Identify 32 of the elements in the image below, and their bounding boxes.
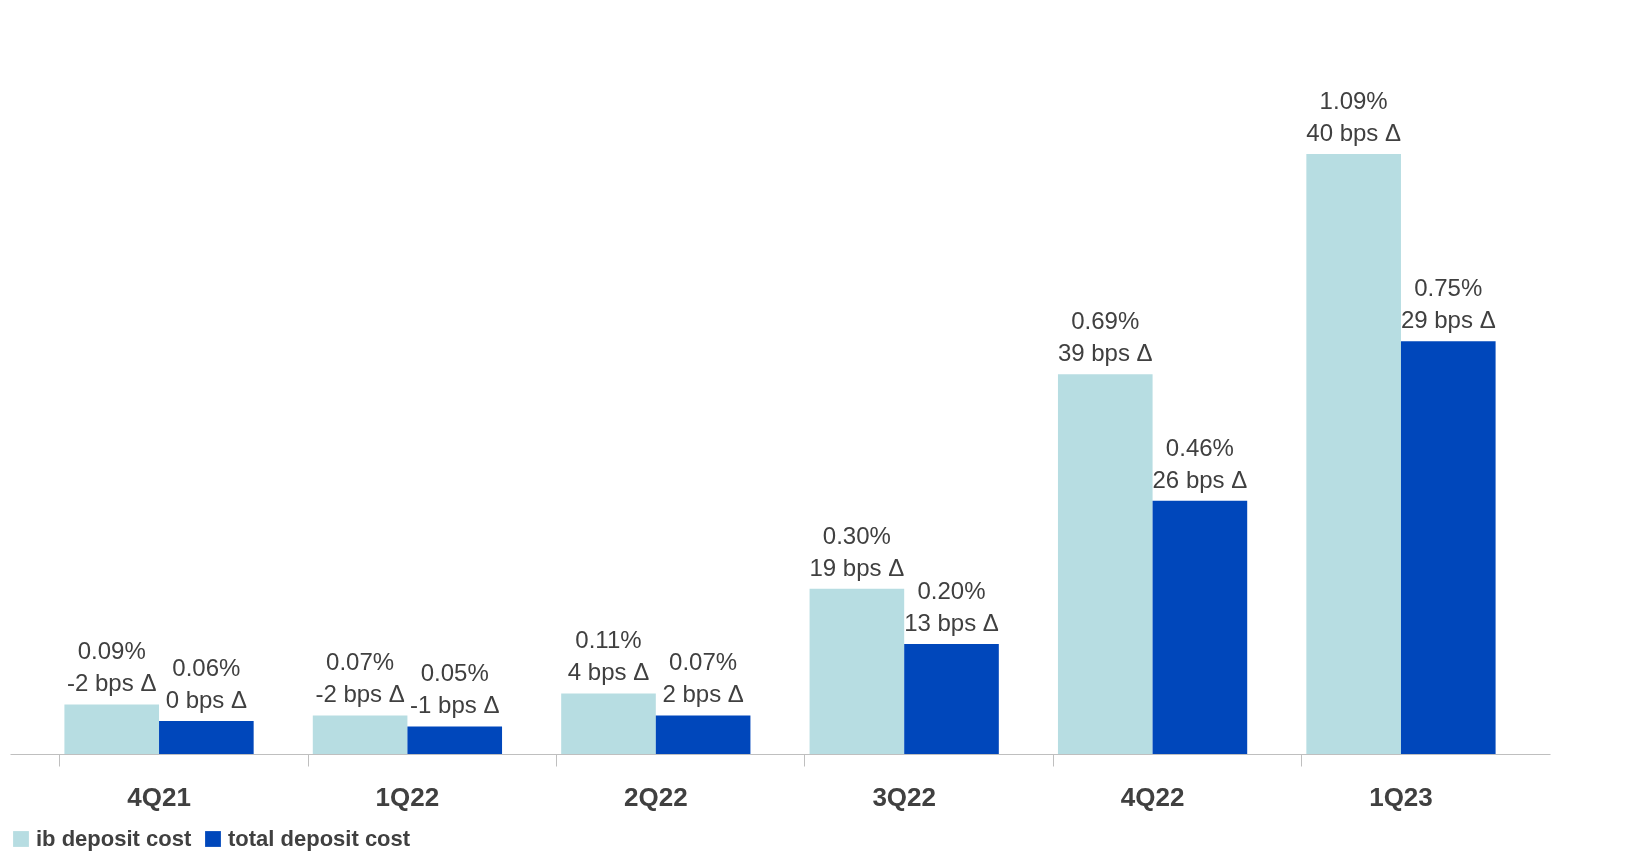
data-label: 1.09% 40 bps Δ xyxy=(1306,87,1402,146)
data-label: 0.07% 2 bps Δ xyxy=(662,648,744,708)
legend-label: total deposit cost xyxy=(228,826,411,851)
data-label: 0.05% -1 bps Δ xyxy=(410,659,500,719)
bar xyxy=(312,715,408,754)
bar xyxy=(1306,154,1401,754)
bar xyxy=(561,693,656,754)
bar xyxy=(1152,500,1248,754)
bar xyxy=(1400,341,1496,754)
bar xyxy=(655,715,751,754)
bar xyxy=(1057,374,1153,754)
data-label: 0.07% -2 bps Δ xyxy=(315,648,405,708)
legend-label: ib deposit cost xyxy=(36,826,192,851)
x-tick-label: 2Q22 xyxy=(624,781,688,812)
data-label: 0.30% 19 bps Δ xyxy=(809,521,905,581)
bar xyxy=(159,720,254,754)
x-tick-label: 3Q22 xyxy=(872,781,936,812)
data-label: 0.46% 26 bps Δ xyxy=(1152,433,1248,493)
x-tick-label: 1Q23 xyxy=(1369,781,1433,812)
bar xyxy=(809,588,905,754)
bar xyxy=(64,704,160,754)
x-tick-label: 1Q22 xyxy=(375,781,440,812)
data-label: 0.06% 0 bps Δ xyxy=(165,653,248,713)
bar xyxy=(407,726,503,754)
bar xyxy=(904,643,999,754)
data-label: 0.09% -2 bps Δ xyxy=(67,637,157,697)
data-label: 0.20% 13 bps Δ xyxy=(904,576,999,636)
x-tick-label: 4Q21 xyxy=(127,781,191,812)
data-label: 0.69% 39 bps Δ xyxy=(1057,307,1153,367)
x-tick-label: 4Q22 xyxy=(1120,781,1185,812)
data-label: 0.11% 4 bps Δ xyxy=(567,626,650,686)
data-label: 0.75% 29 bps Δ xyxy=(1400,274,1496,334)
